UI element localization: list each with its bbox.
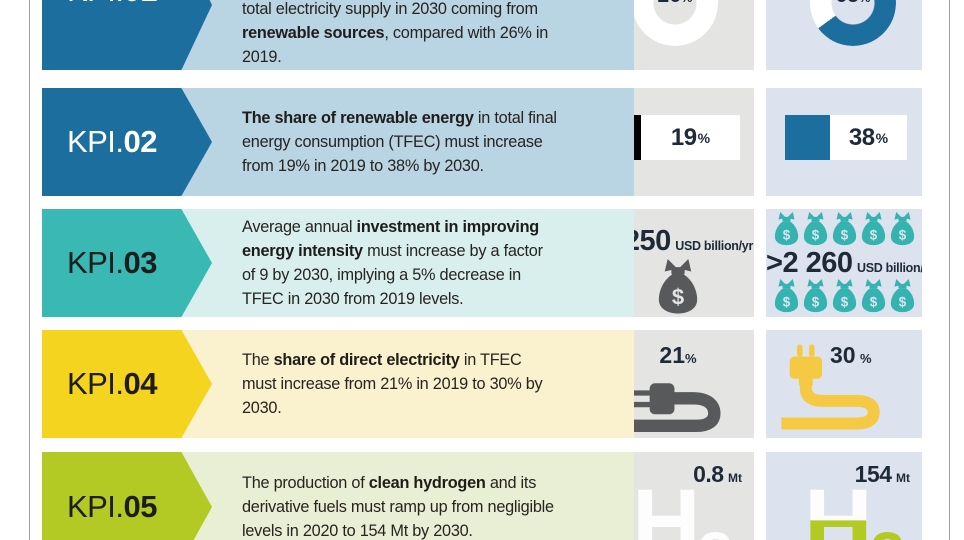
money-bag-icon: $ [803, 279, 827, 313]
kpi-02-text: The share of renewable energy in total f… [242, 109, 557, 175]
kpi-01-label: KPI.01 [67, 0, 187, 9]
kpi-03-badge: KPI.03 [42, 209, 212, 317]
bar-chart-19pct: 19% [618, 115, 740, 160]
page-edge-left [29, 0, 30, 540]
money-bag-icon: $ [861, 279, 885, 313]
bar-19-value: 19% [670, 123, 711, 151]
svg-text:$: $ [840, 228, 848, 243]
money-bag-icon: $ [803, 212, 827, 246]
bar-fill [785, 115, 830, 160]
page-edge-right [949, 0, 950, 540]
bar-chart-38pct: 38% [785, 115, 907, 160]
kpi-01-badge: KPI.01 [42, 0, 212, 70]
kpi-05-text: The production of clean hydrogen and its… [242, 474, 554, 540]
investment-2030-value: >2 260 USD billion/yr [766, 247, 922, 279]
kpi-05-badge: KPI.05 [42, 452, 212, 540]
svg-text:$: $ [869, 228, 877, 243]
svg-text:$: $ [811, 295, 819, 310]
svg-text:$: $ [840, 295, 848, 310]
kpi-04-text: The share of direct electricity in TFEC … [242, 351, 543, 417]
kpi-row-04: The share of direct electricity in TFEC … [42, 330, 922, 438]
money-bag-icon: $ [774, 212, 798, 246]
kpi-03-description: Average annual investment in improving e… [182, 209, 634, 317]
kpi-04-label: KPI.04 [66, 366, 158, 401]
kpi-03-text: Average annual investment in improving e… [242, 218, 543, 308]
money-bag-icon: $ [774, 279, 798, 313]
svg-text:$: $ [898, 295, 906, 310]
svg-text:$: $ [811, 228, 819, 243]
kpi-row-03: Average annual investment in improving e… [42, 209, 922, 317]
kpi-02-description: The share of renewable energy in total f… [182, 88, 634, 196]
money-bag-icon: $ [890, 279, 914, 313]
kpi-03-stat-2030-cell: $ $ $ $ $ >2 260 USD billion/yr $ $ $ $ … [766, 209, 922, 317]
svg-text:$: $ [672, 285, 684, 310]
electricity-2019-value: 21% [659, 342, 697, 368]
kpi-03-label: KPI.03 [66, 245, 158, 280]
kpi-01-text: total electricity supply in 2030 coming … [242, 0, 549, 66]
kpi-05-label: KPI.05 [66, 489, 158, 524]
kpi-02-stat-2030-cell: 38% [766, 88, 922, 196]
hydrogen-h2-icon-filled: H2 H2 [804, 470, 905, 540]
kpi-row-01: total electricity supply in 2030 coming … [42, 0, 922, 70]
hydrogen-h2-icon: H2 [632, 470, 733, 540]
donut-65-value: 65% [810, 0, 896, 10]
kpi-01-description: total electricity supply in 2030 coming … [182, 0, 634, 70]
donut-26-value: 26% [632, 0, 718, 10]
money-bag-icon: $ [861, 212, 885, 246]
kpi-04-badge: KPI.04 [42, 330, 212, 438]
kpi-row-05: The production of clean hydrogen and its… [42, 452, 922, 540]
kpi-row-02: The share of renewable energy in total f… [42, 88, 922, 196]
svg-text:$: $ [782, 228, 790, 243]
money-bags-top-row: $ $ $ $ $ [766, 212, 922, 246]
money-bag-icon: $ [890, 212, 914, 246]
money-bag-icon: $ [658, 259, 698, 314]
money-bags-bottom-row: $ $ $ $ $ [766, 279, 922, 313]
svg-text:$: $ [898, 228, 906, 243]
svg-text:$: $ [869, 295, 877, 310]
kpi-05-stat-2030-cell: 154 Mt H2 H2 [766, 452, 922, 540]
kpi-05-description: The production of clean hydrogen and its… [182, 452, 634, 540]
money-bag-icon: $ [832, 279, 856, 313]
kpi-02-label: KPI.02 [66, 124, 158, 159]
svg-text:$: $ [782, 295, 790, 310]
hydrogen-2030-value: 154 Mt [854, 461, 910, 487]
kpi-02-badge: KPI.02 [42, 88, 212, 196]
electric-plug-icon [781, 344, 880, 430]
bar-38-value: 38% [848, 123, 889, 151]
money-bag-icon: $ [832, 212, 856, 246]
electricity-2030-value: 30 % [830, 342, 872, 368]
kpi-04-description: The share of direct electricity in TFEC … [182, 330, 634, 438]
electric-plug-icon [625, 383, 721, 432]
kpi-04-stat-2030-cell: 30 % [766, 330, 922, 438]
hydrogen-2019-value: 0.8 Mt [693, 461, 742, 487]
kpi-01-stat-2030-cell: 65% [766, 0, 922, 70]
